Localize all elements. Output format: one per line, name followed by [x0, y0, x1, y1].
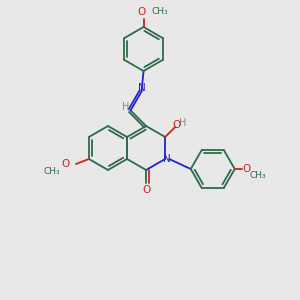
Text: H: H: [122, 102, 129, 112]
Text: CH₃: CH₃: [249, 172, 266, 181]
Text: N: N: [138, 83, 146, 93]
Text: CH₃: CH₃: [152, 8, 168, 16]
Text: O: O: [142, 185, 150, 195]
Text: O: O: [172, 120, 180, 130]
Text: O: O: [243, 164, 251, 174]
Text: O: O: [62, 159, 70, 169]
Text: O: O: [137, 7, 146, 17]
Text: CH₃: CH₃: [43, 167, 60, 176]
Text: N: N: [163, 154, 171, 164]
Text: H: H: [179, 118, 187, 128]
